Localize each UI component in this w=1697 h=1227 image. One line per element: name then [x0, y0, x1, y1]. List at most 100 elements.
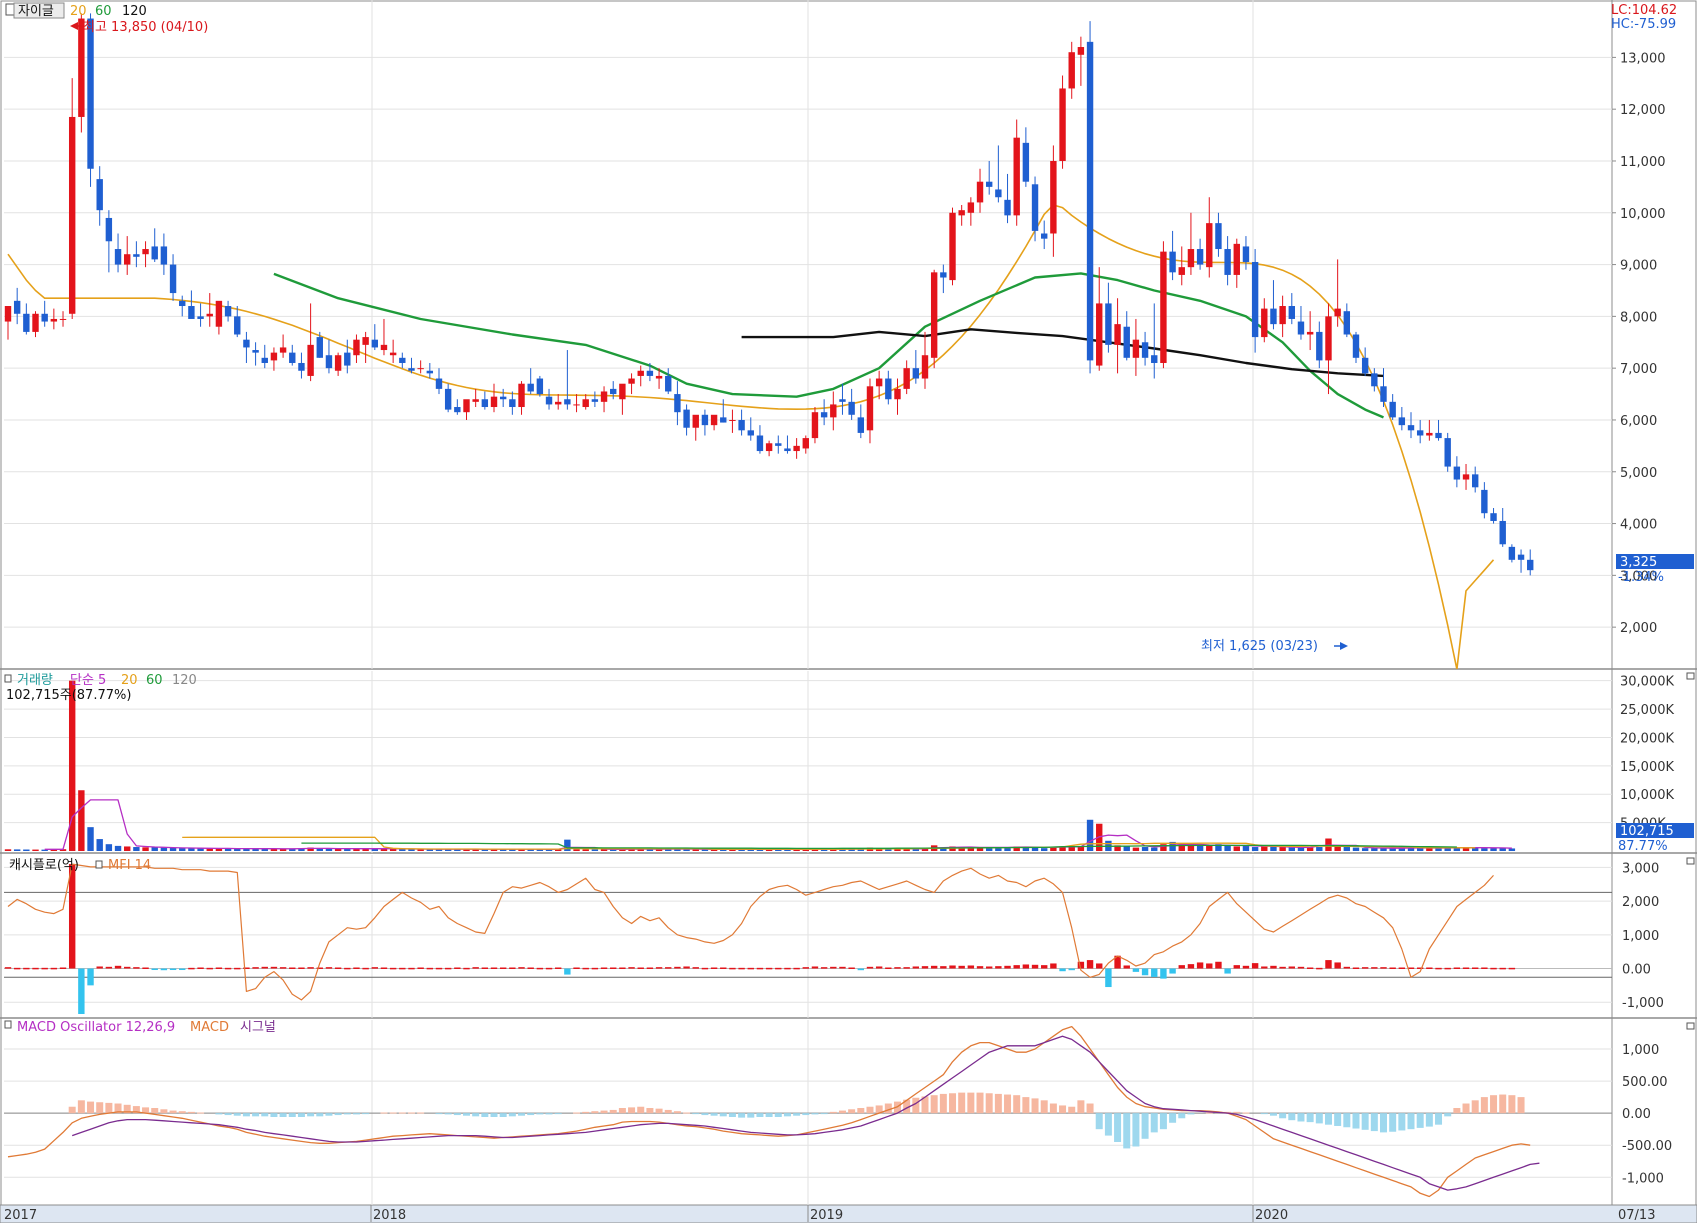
cashflow-bar-126 [1160, 968, 1167, 979]
candle-body-21 [197, 316, 204, 319]
cashflow-bar-68 [628, 967, 635, 969]
macd-osc-bar-155 [1425, 1113, 1433, 1127]
macd-osc-bar-33 [307, 1113, 315, 1117]
macd-osc-bar-153 [1407, 1113, 1415, 1130]
volume-bar-135 [1242, 845, 1250, 851]
cashflow-bar-3 [32, 967, 39, 970]
macd-osc-bar-29 [270, 1113, 278, 1117]
cashflow-bar-124 [1141, 968, 1149, 976]
macd-osc-bar-161 [1480, 1097, 1488, 1114]
candle-body-89 [820, 412, 828, 418]
macd-osc-bar-150 [1380, 1113, 1387, 1133]
last-change: -1.34% [1618, 570, 1664, 585]
macd-osc-bar-142 [1306, 1113, 1314, 1123]
candle-body-160 [1472, 474, 1479, 488]
volume-bar-44 [408, 849, 415, 851]
cashflow-bar-158 [1453, 967, 1461, 969]
volume-legend-ma120: 120 [172, 673, 197, 688]
cashflow-bar-99 [912, 966, 920, 969]
volume-bar-64 [591, 849, 599, 851]
candle-body-11 [105, 217, 113, 242]
stock-name-box[interactable] [13, 2, 65, 19]
macd-osc-bar-93 [857, 1108, 865, 1114]
candle-body-104 [958, 210, 965, 216]
candle-body-81 [747, 430, 754, 436]
cashflow-bar-136 [1251, 963, 1259, 969]
candle-body-91 [839, 399, 846, 402]
candle-body-157 [1444, 438, 1451, 467]
candle-body-131 [1206, 223, 1213, 268]
cashflow-bar-55 [509, 967, 516, 969]
cashflow-bar-141 [1297, 966, 1305, 969]
price-y-tick-11: 13,000 [1620, 51, 1666, 66]
candle-body-63 [582, 399, 589, 408]
volume-bar-52 [481, 849, 489, 851]
volume-bar-112 [1031, 847, 1039, 851]
volume-bar-161 [1481, 848, 1488, 851]
candle-body-96 [885, 378, 892, 400]
volume-bar-134 [1233, 846, 1240, 851]
cashflow-bar-91 [839, 966, 846, 969]
cashflow-bar-45 [417, 967, 424, 969]
volume-bar-74 [683, 848, 690, 851]
candle-body-69 [637, 370, 644, 376]
candle-body-31 [289, 352, 296, 363]
cashflow-bar-139 [1279, 966, 1286, 969]
candle-body-10 [96, 179, 103, 211]
volume-bar-152 [1398, 848, 1406, 851]
price-y-tick-6: 8,000 [1620, 310, 1657, 325]
price-y-tick-10: 12,000 [1620, 103, 1666, 118]
volume-bar-154 [1416, 848, 1424, 851]
macd-osc-bar-21 [197, 1112, 205, 1114]
cashflow-bar-112 [1031, 964, 1039, 969]
panel-collapse-icon[interactable] [4, 674, 12, 683]
macd-osc-bar-110 [1013, 1095, 1021, 1114]
volume-bar-127 [1169, 841, 1176, 851]
candle-body-133 [1224, 249, 1231, 275]
cashflow-bar-63 [582, 967, 589, 970]
candle-body-82 [756, 435, 764, 452]
volume-bar-97 [894, 849, 901, 851]
volume-bar-66 [610, 849, 617, 851]
stock-name: 자이글 [18, 4, 54, 19]
volume-bar-3 [32, 849, 39, 851]
macd-osc-bar-55 [508, 1113, 516, 1117]
macd-y-tick-3: 500.00 [1622, 1075, 1668, 1090]
volume-bar-148 [1361, 848, 1369, 851]
cashflow-bar-77 [710, 967, 718, 969]
cashflow-bar-31 [289, 967, 296, 969]
panel-collapse-icon[interactable] [4, 1020, 12, 1029]
cashflow-bar-8 [78, 968, 85, 1014]
macd-osc-bar-12 [114, 1103, 122, 1114]
macd-osc-bar-65 [600, 1110, 608, 1114]
volume-bar-37 [344, 849, 351, 851]
volume-bar-155 [1426, 848, 1433, 851]
cashflow-bar-98 [903, 967, 910, 969]
price-y-tick-9: 11,000 [1620, 155, 1666, 170]
macd-osc-bar-162 [1490, 1095, 1498, 1114]
volume-bar-87 [802, 849, 809, 851]
cashflow-bar-71 [655, 967, 663, 969]
candle-body-126 [1160, 251, 1167, 363]
candle-body-52 [481, 399, 489, 408]
macd-osc-bar-118 [1086, 1103, 1094, 1114]
volume-legend-ma20: 20 [121, 673, 138, 688]
cashflow-bar-17 [160, 968, 168, 971]
cashflow-bar-49 [454, 967, 461, 969]
volume-bar-115 [1059, 846, 1066, 851]
macd-osc-bar-140 [1288, 1113, 1296, 1121]
panel-collapse-icon[interactable] [95, 860, 103, 869]
macd-osc-bar-47 [435, 1113, 443, 1115]
candle-body-33 [307, 344, 314, 376]
cashflow-bar-18 [169, 968, 177, 971]
volume-bar-109 [1004, 847, 1011, 851]
macd-osc-bar-85 [783, 1113, 791, 1117]
cashflow-bar-6 [59, 967, 67, 969]
cashflow-bar-117 [1077, 961, 1085, 969]
candle-body-50 [463, 399, 470, 413]
volume-bar-142 [1306, 847, 1314, 851]
macd-osc-bar-11 [105, 1102, 113, 1114]
volume-bar-116 [1068, 845, 1075, 851]
volume-bar-156 [1435, 848, 1442, 851]
macd-osc-bar-66 [609, 1109, 617, 1114]
